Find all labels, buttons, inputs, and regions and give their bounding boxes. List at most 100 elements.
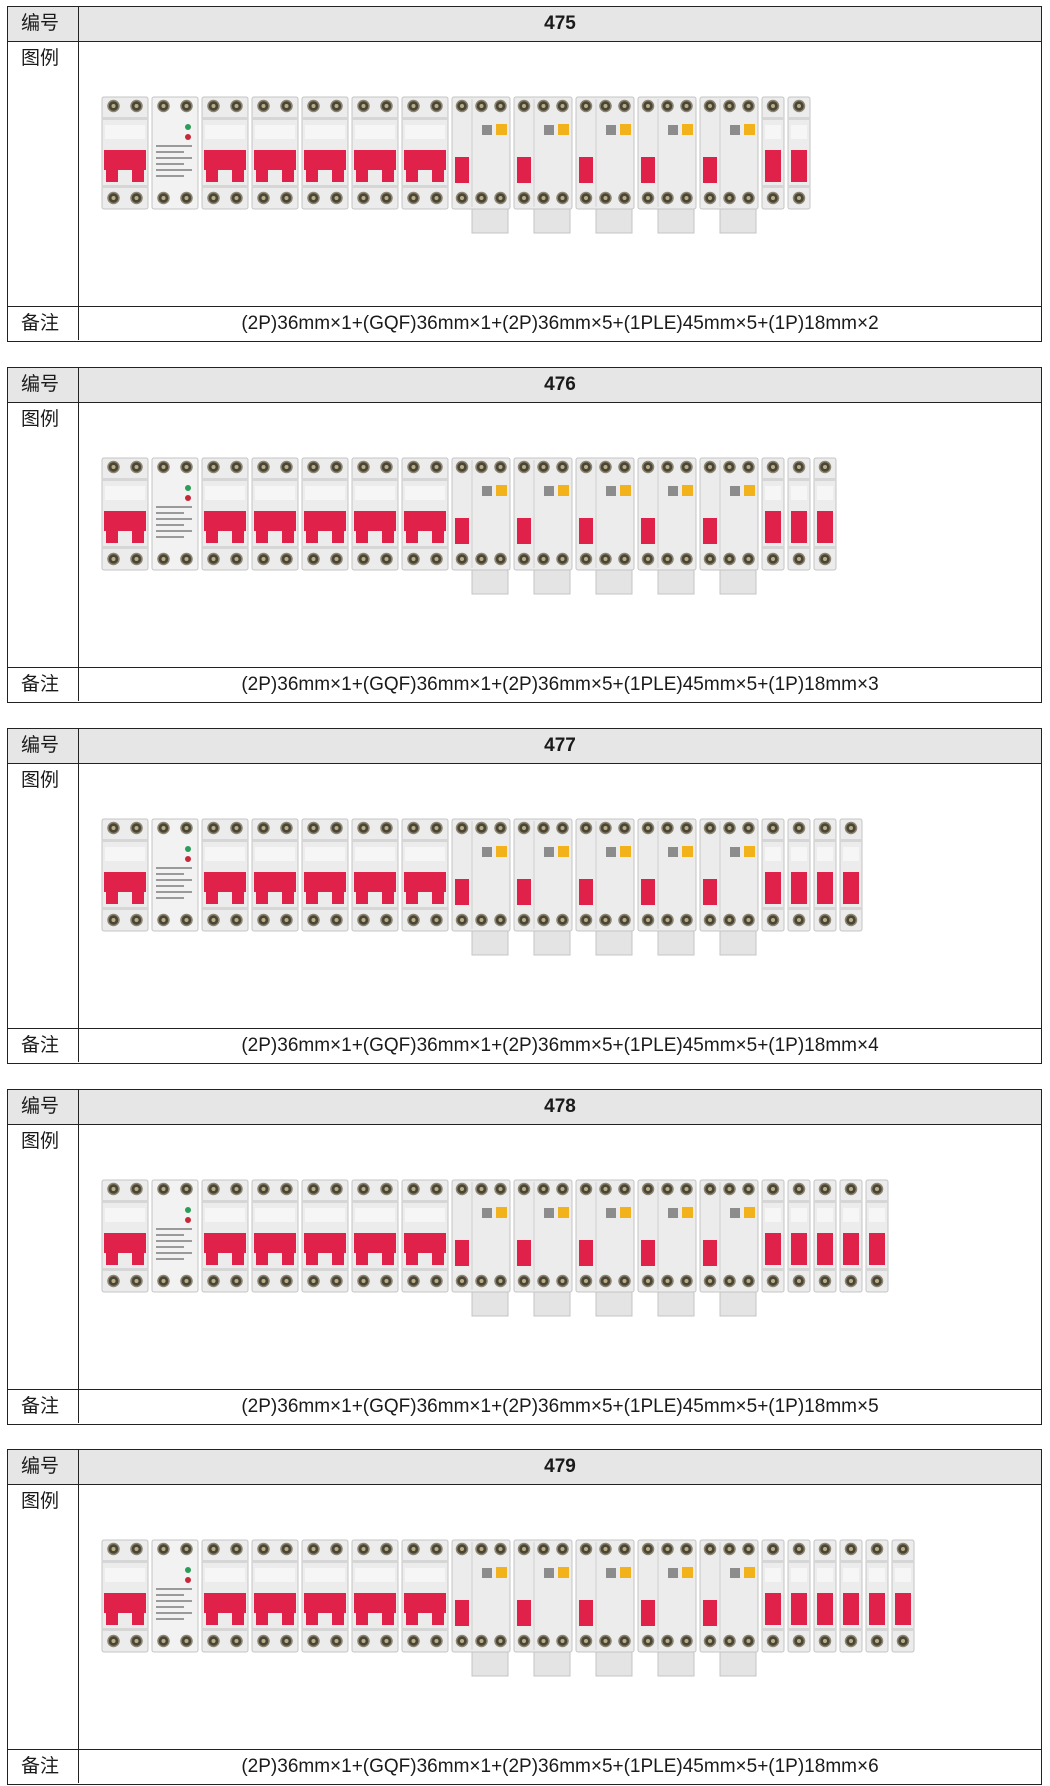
breaker-module-2p [401,457,449,571]
breaker-module-2p [201,818,249,932]
figure-row: 图例 [8,1484,1041,1750]
breaker-assembly-image [101,1539,915,1677]
breaker-module-2p [201,1179,249,1293]
number-label: 编号 [8,1450,79,1484]
breaker-module-1ple [575,96,635,234]
breaker-module-1ple [699,1179,759,1317]
breaker-module-2p [351,818,399,932]
figure-row: 图例 [8,1124,1041,1390]
model-number: 475 [544,13,576,34]
number-row: 编号 479 [8,1450,1041,1485]
number-label: 编号 [8,368,79,402]
breaker-module-2p [101,818,149,932]
breaker-module-2p [351,1539,399,1653]
breaker-module-1ple [513,1179,573,1317]
breaker-module-2p [101,96,149,210]
breaker-module-2p [351,457,399,571]
breaker-module-2p [251,1539,299,1653]
breaker-module-2p [401,1179,449,1293]
breaker-module-2p [251,818,299,932]
breaker-module-2p [301,1539,349,1653]
model-number: 479 [544,1456,576,1477]
remark-label: 备注 [8,1750,79,1783]
number-label: 编号 [8,729,79,763]
module-configuration: (2P)36mm×1+(GQF)36mm×1+(2P)36mm×5+(1PLE)… [241,1034,879,1056]
breaker-module-1p [787,1179,811,1293]
breaker-module-2p [401,96,449,210]
number-row: 编号 477 [8,729,1041,764]
breaker-module-1p [787,1539,811,1653]
breaker-module-1ple [575,1539,635,1677]
breaker-module-1ple [699,457,759,595]
breaker-module-1ple [513,1539,573,1677]
number-row: 编号 475 [8,7,1041,42]
breaker-module-1ple [699,1539,759,1677]
spec-table-477: 编号 477 图例 备注 (2P)36mm×1+(GQF)36mm×1+(2P)… [7,728,1042,1064]
breaker-module-1p [761,96,785,210]
module-configuration: (2P)36mm×1+(GQF)36mm×1+(2P)36mm×5+(1PLE)… [241,673,879,695]
breaker-module-1p [787,457,811,571]
breaker-module-gqf [151,818,199,932]
breaker-module-1p [761,818,785,932]
breaker-module-gqf [151,457,199,571]
breaker-module-2p [301,96,349,210]
breaker-module-1ple [575,818,635,956]
breaker-module-1ple [575,457,635,595]
number-row: 编号 476 [8,368,1041,403]
breaker-module-1ple [637,1179,697,1317]
breaker-module-gqf [151,1539,199,1653]
breaker-assembly-image [101,96,811,234]
breaker-module-1ple [637,457,697,595]
breaker-module-1ple [513,457,573,595]
breaker-module-2p [251,457,299,571]
spec-table-479: 编号 479 图例 备注 (2P)36mm×1+(GQF)36mm×1+(2P)… [7,1449,1042,1785]
breaker-module-1p [813,818,837,932]
breaker-module-1p [813,1539,837,1653]
figure-label: 图例 [8,763,79,1028]
remark-row: 备注 (2P)36mm×1+(GQF)36mm×1+(2P)36mm×5+(1P… [8,1750,1041,1783]
module-configuration: (2P)36mm×1+(GQF)36mm×1+(2P)36mm×5+(1PLE)… [241,1395,879,1417]
module-configuration: (2P)36mm×1+(GQF)36mm×1+(2P)36mm×5+(1PLE)… [241,312,879,334]
breaker-module-1ple [451,457,511,595]
breaker-module-1p [787,818,811,932]
breaker-module-2p [101,457,149,571]
breaker-module-2p [251,1179,299,1293]
figure-label: 图例 [8,41,79,306]
figure-row: 图例 [8,402,1041,668]
figure-row: 图例 [8,763,1041,1029]
breaker-module-1ple [637,96,697,234]
breaker-module-gqf [151,96,199,210]
remark-row: 备注 (2P)36mm×1+(GQF)36mm×1+(2P)36mm×5+(1P… [8,307,1041,340]
number-row: 编号 478 [8,1090,1041,1125]
figure-label: 图例 [8,1124,79,1389]
breaker-module-1ple [513,818,573,956]
breaker-module-2p [351,96,399,210]
breaker-module-1p [761,1539,785,1653]
breaker-module-1p [761,457,785,571]
breaker-assembly-image [101,818,863,956]
breaker-module-1p [839,1179,863,1293]
breaker-module-1p [839,818,863,932]
remark-label: 备注 [8,1029,79,1062]
number-label: 编号 [8,1090,79,1124]
breaker-module-1ple [575,1179,635,1317]
breaker-module-2p [401,818,449,932]
breaker-module-1ple [513,96,573,234]
breaker-module-2p [301,1179,349,1293]
module-configuration: (2P)36mm×1+(GQF)36mm×1+(2P)36mm×5+(1PLE)… [241,1755,879,1777]
remark-row: 备注 (2P)36mm×1+(GQF)36mm×1+(2P)36mm×5+(1P… [8,1390,1041,1423]
breaker-module-1ple [451,818,511,956]
breaker-module-1p [865,1179,889,1293]
breaker-module-1ple [699,96,759,234]
breaker-module-1p [787,96,811,210]
breaker-module-2p [201,96,249,210]
remark-label: 备注 [8,307,79,340]
breaker-module-gqf [151,1179,199,1293]
remark-label: 备注 [8,668,79,701]
breaker-module-2p [351,1179,399,1293]
breaker-module-1ple [699,818,759,956]
breaker-module-2p [301,457,349,571]
breaker-module-1ple [451,1179,511,1317]
model-number: 476 [544,374,576,395]
breaker-module-1ple [637,1539,697,1677]
